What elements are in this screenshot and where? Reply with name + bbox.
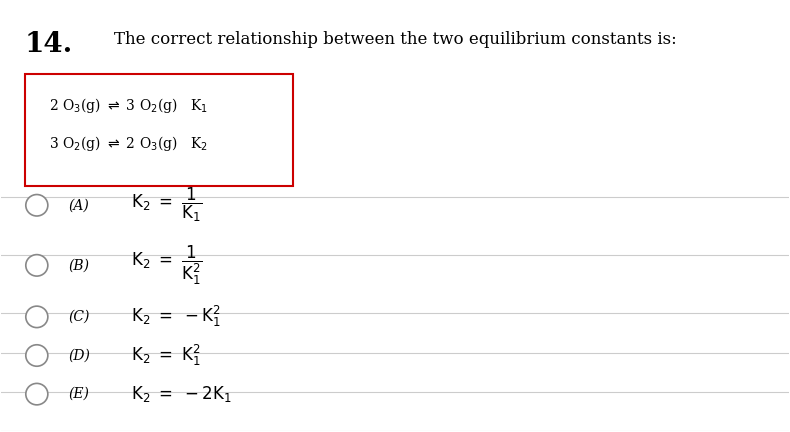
FancyBboxPatch shape: [25, 74, 292, 186]
Text: (B): (B): [68, 258, 89, 272]
Text: 14.: 14.: [25, 32, 73, 58]
Text: $\mathrm{K_2}\ =\ \dfrac{1}{\mathrm{K_1^2}}$: $\mathrm{K_2}\ =\ \dfrac{1}{\mathrm{K_1^…: [131, 244, 202, 287]
Ellipse shape: [26, 383, 48, 405]
Text: (A): (A): [68, 198, 89, 212]
Ellipse shape: [26, 306, 48, 327]
Text: The correct relationship between the two equilibrium constants is:: The correct relationship between the two…: [114, 32, 676, 48]
Text: $\mathrm{K_2}\ =\ -2\mathrm{K_1}$: $\mathrm{K_2}\ =\ -2\mathrm{K_1}$: [131, 384, 232, 404]
Text: $\mathrm{K_2}\ =\ \dfrac{1}{\mathrm{K_1}}$: $\mathrm{K_2}\ =\ \dfrac{1}{\mathrm{K_1}…: [131, 186, 202, 224]
Text: 3 O$_2$(g) $\rightleftharpoons$ 2 O$_3$(g)   K$_2$: 3 O$_2$(g) $\rightleftharpoons$ 2 O$_3$(…: [49, 134, 208, 153]
Text: (C): (C): [68, 310, 90, 324]
Text: 2 O$_3$(g) $\rightleftharpoons$ 3 O$_2$(g)   K$_1$: 2 O$_3$(g) $\rightleftharpoons$ 3 O$_2$(…: [49, 96, 208, 115]
Ellipse shape: [26, 345, 48, 366]
Text: (D): (D): [68, 349, 90, 362]
Text: $\mathrm{K_2}\ =\ -\mathrm{K_1^2}$: $\mathrm{K_2}\ =\ -\mathrm{K_1^2}$: [131, 304, 221, 330]
Text: (E): (E): [68, 387, 89, 401]
Ellipse shape: [26, 194, 48, 216]
Ellipse shape: [26, 254, 48, 276]
Text: $\mathrm{K_2}\ =\ \mathrm{K_1^2}$: $\mathrm{K_2}\ =\ \mathrm{K_1^2}$: [131, 343, 201, 368]
